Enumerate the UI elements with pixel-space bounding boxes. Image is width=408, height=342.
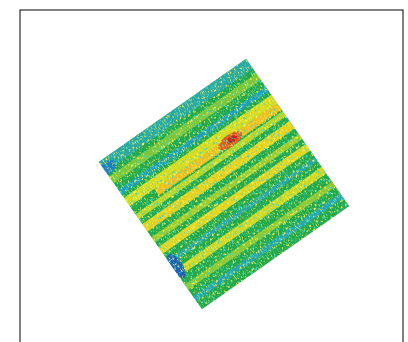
speckle [98, 58, 350, 310]
yield-field [98, 58, 350, 310]
